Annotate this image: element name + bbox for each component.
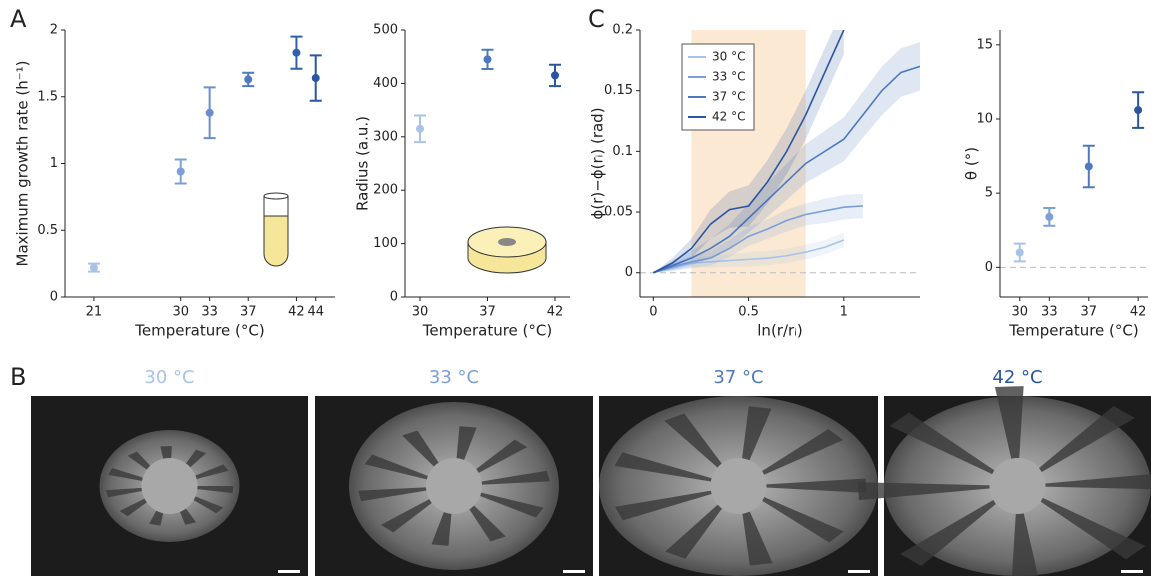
y-tick-label: 2 [50, 23, 58, 38]
point [176, 167, 185, 176]
point [311, 74, 320, 83]
sector [614, 452, 739, 486]
x-tick-label: 37 [479, 305, 496, 320]
x-tick-label: 44 [307, 305, 324, 320]
y-tick-label: 10 [976, 112, 993, 127]
y-tick-label: 200 [373, 183, 398, 198]
y-axis-label: ϕ(r)−ϕ(rᵢ) (rad) [589, 107, 607, 219]
y-tick-label: 0.15 [604, 83, 633, 98]
scale-bar [848, 570, 870, 573]
image-label: 37 °C [713, 367, 763, 388]
image-label: 30 °C [144, 367, 194, 388]
x-axis-label: Temperature (°C) [1008, 322, 1138, 340]
legend-label: 37 °C [712, 90, 745, 104]
x-tick-label: 37 [1081, 305, 1098, 320]
panel-label: B [10, 363, 26, 391]
plot-area [652, 30, 920, 274]
y-tick-label: 0 [50, 290, 58, 305]
y-tick-label: 15 [976, 37, 993, 52]
line [652, 30, 845, 274]
point [416, 124, 424, 133]
y-tick-label: 0.1 [612, 144, 633, 159]
sector [1017, 406, 1135, 486]
x-tick-label: 30 [412, 305, 429, 320]
homeland [710, 458, 767, 514]
image-label: 42 °C [992, 367, 1042, 388]
panel-label: C [588, 5, 605, 33]
y-tick-label: 5 [985, 186, 993, 201]
y-tick-label: 1 [50, 156, 58, 171]
x-tick-label: 33 [201, 305, 218, 320]
x-tick-label: 21 [86, 305, 103, 320]
scale-bar [278, 570, 300, 573]
panel-label: A [10, 5, 27, 33]
x-tick-label: 42 [547, 305, 564, 320]
y-tick-label: 0 [390, 290, 398, 305]
line [653, 205, 863, 274]
scale-bar [1121, 570, 1143, 573]
point [1134, 106, 1143, 115]
x-tick-label: 33 [1041, 305, 1058, 320]
x-axis-label: ln(r/rᵢ) [757, 322, 802, 340]
sector [738, 486, 844, 543]
y-axis-label: θ (°) [963, 147, 981, 180]
x-tick-label: 42 [1130, 305, 1147, 320]
y-tick-label: 100 [373, 236, 398, 251]
y-axis-label: Maximum growth rate (h⁻¹) [14, 60, 32, 266]
petri-dish-icon [467, 226, 547, 274]
homeland [989, 458, 1046, 514]
y-axis-label: Radius (a.u.) [354, 116, 372, 211]
legend-label: 42 °C [712, 110, 745, 124]
point [1084, 162, 1093, 171]
point [244, 75, 253, 84]
legend-label: 33 °C [712, 70, 745, 84]
y-tick-label: 1.5 [37, 89, 58, 104]
y-tick-label: 0.2 [612, 23, 633, 38]
sector [857, 482, 1018, 501]
y-tick-label: 0.05 [604, 205, 633, 220]
homeland [141, 458, 198, 514]
sector [889, 412, 1018, 486]
y-tick-label: 300 [373, 129, 398, 144]
x-axis-label: Temperature (°C) [422, 322, 552, 340]
line [653, 239, 845, 274]
point [205, 108, 214, 117]
x-tick-label: 30 [1011, 305, 1028, 320]
y-tick-label: 0.5 [37, 223, 58, 238]
point [89, 263, 98, 272]
y-tick-label: 0 [985, 260, 993, 275]
homeland [426, 458, 482, 514]
line [653, 65, 920, 274]
legend-box [681, 43, 755, 131]
legend-label: 30 °C [712, 50, 745, 64]
y-tick-label: 0 [625, 265, 633, 280]
x-tick-label: 1 [840, 305, 848, 320]
sector [1017, 486, 1146, 560]
sector [738, 429, 844, 486]
point [292, 48, 301, 57]
x-tick-label: 0.5 [738, 305, 759, 320]
point [1015, 248, 1024, 257]
x-tick-label: 0 [649, 305, 657, 320]
x-tick-label: 30 [172, 305, 189, 320]
scale-bar [563, 570, 585, 573]
error-band [653, 42, 920, 273]
sector [614, 486, 739, 521]
sector [1017, 474, 1151, 490]
point [483, 55, 492, 64]
sector [738, 478, 867, 493]
sector [900, 486, 1018, 566]
test-tube-icon [263, 192, 289, 267]
image-label: 33 °C [429, 367, 479, 388]
x-tick-label: 37 [240, 305, 257, 320]
point [1045, 212, 1054, 221]
y-tick-label: 400 [373, 76, 398, 91]
y-tick-label: 500 [373, 23, 398, 38]
x-axis-label: Temperature (°C) [134, 322, 264, 340]
x-tick-label: 42 [288, 305, 305, 320]
error-band [653, 30, 844, 273]
point [551, 71, 559, 80]
